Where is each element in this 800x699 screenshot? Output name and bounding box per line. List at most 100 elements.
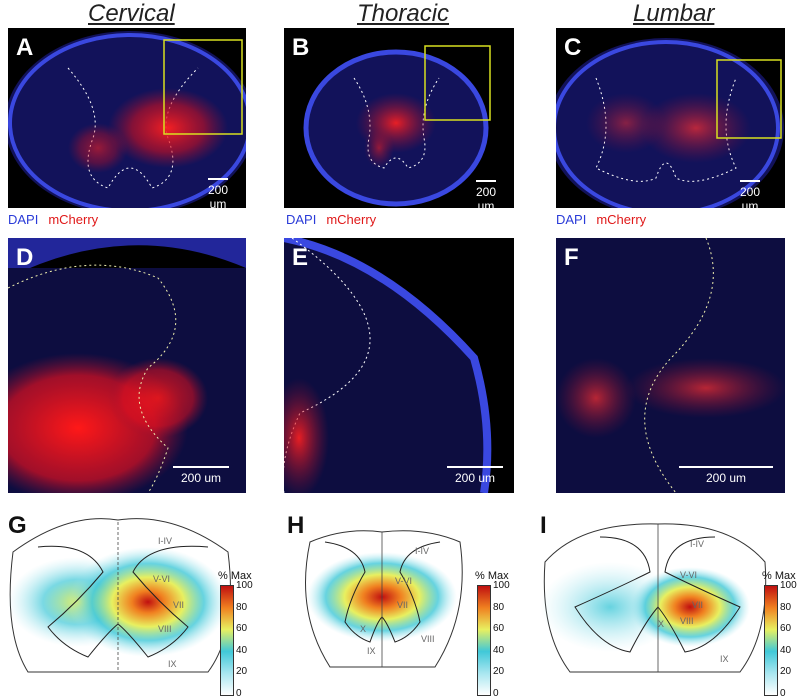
- legend-dapi: DAPI: [286, 212, 317, 227]
- panel-label-i: I: [540, 512, 547, 539]
- legend-a: DAPI mCherry: [8, 212, 98, 227]
- lamina-label: V-VI: [680, 570, 697, 580]
- region-title-thoracic: Thoracic: [357, 0, 450, 27]
- panel-label-c: C: [564, 34, 582, 61]
- colorbar-tick: 100: [780, 580, 797, 591]
- scale-bar-line: [679, 466, 773, 468]
- lamina-label: VIII: [158, 624, 172, 634]
- panel-label-g: G: [8, 512, 27, 539]
- scale-bar-line: [173, 466, 229, 468]
- colorbar-tick: 0: [236, 688, 242, 699]
- panel-label-d: D: [16, 244, 34, 271]
- roi-box: [424, 45, 491, 121]
- colorbar-tick: 80: [493, 602, 505, 613]
- legend-mcherry: mCherry: [326, 212, 377, 227]
- colorbar-gradient: [764, 585, 778, 696]
- panel-label-e: E: [292, 244, 309, 271]
- lamina-label: I-IV: [415, 546, 429, 556]
- colorbar-title: % Max: [475, 570, 509, 582]
- micrograph-thoracic-overview: B 200 um: [284, 28, 514, 208]
- colorbar-tick: 20: [236, 666, 248, 677]
- legend-dapi: DAPI: [556, 212, 587, 227]
- micrograph-lumbar-zoom: F 200 um: [556, 238, 785, 493]
- panel-label-b: B: [292, 34, 310, 61]
- colorbar-tick: 0: [780, 688, 786, 699]
- colorbar-tick: 60: [493, 623, 505, 634]
- legend-mcherry: mCherry: [48, 212, 99, 227]
- scale-bar-b: 200 um: [466, 180, 506, 208]
- scale-bar-label: 200 um: [705, 471, 747, 485]
- scale-bar-label: 200 um: [180, 471, 222, 485]
- colorbar-tick: 100: [493, 580, 510, 591]
- colorbar-title: % Max: [218, 570, 252, 582]
- micrograph-thoracic-zoom: E 200 um: [284, 238, 514, 493]
- lamina-label: I-IV: [690, 539, 704, 549]
- colorbar-gradient: [477, 585, 491, 696]
- scale-bar-f: 200 um: [676, 466, 776, 485]
- roi-box: [716, 59, 782, 139]
- colorbar-tick: 20: [780, 666, 792, 677]
- scale-bar-line: [208, 178, 228, 180]
- colorbar-tick: 100: [236, 580, 253, 591]
- lamina-label: X: [360, 624, 366, 634]
- colorbar-tick: 20: [493, 666, 505, 677]
- scale-bar-label: 200 um: [454, 471, 496, 485]
- colorbar-gradient: [220, 585, 234, 696]
- lamina-label: X: [658, 619, 664, 629]
- heatmap-thoracic-drawing: I-IV V-VI VII VIII X IX: [305, 530, 463, 668]
- lamina-label: IX: [367, 646, 376, 656]
- legend-b: DAPI mCherry: [286, 212, 376, 227]
- heatmap-cervical-drawing: I-IV V-VI VII VIII IX: [8, 518, 231, 673]
- lamina-label: VII: [173, 600, 184, 610]
- colorbar-tick: 80: [236, 602, 248, 613]
- colorbar-tick: 40: [493, 645, 505, 656]
- scale-bar-c: 200 um: [730, 180, 770, 208]
- lumbar-section-drawing: [556, 38, 784, 208]
- region-title-cervical: Cervical: [88, 0, 175, 27]
- panel-label-f: F: [564, 244, 579, 271]
- scale-bar-line: [476, 180, 496, 182]
- scale-bar-a: 200 um: [198, 178, 238, 208]
- lamina-label: VIII: [421, 634, 435, 644]
- scale-bar-line: [447, 466, 503, 468]
- panel-label-h: H: [287, 512, 305, 539]
- scale-bar-label: 200 um: [207, 183, 229, 208]
- scale-bar-e: 200 um: [444, 466, 506, 485]
- heatmap-lumbar: I-IV V-VI VII VIII X IX I: [540, 512, 768, 682]
- micrograph-lumbar-overview: C 200 um: [556, 28, 785, 208]
- lamina-label: IX: [720, 654, 729, 664]
- panel-label-a: A: [16, 34, 34, 61]
- lamina-label: IX: [168, 659, 177, 669]
- colorbar-tick: 40: [236, 645, 248, 656]
- lamina-label: VII: [692, 600, 703, 610]
- thoracic-section-drawing: [303, 45, 491, 207]
- legend-dapi: DAPI: [8, 212, 39, 227]
- heatmap-lumbar-drawing: I-IV V-VI VII VIII X IX: [540, 523, 767, 673]
- lamina-label: V-VI: [153, 574, 170, 584]
- thoracic-zoom-drawing: [284, 238, 514, 493]
- lamina-label: I-IV: [158, 536, 172, 546]
- lumbar-zoom-drawing: [556, 238, 785, 493]
- colorbar-tick: 0: [493, 688, 499, 699]
- legend-c: DAPI mCherry: [556, 212, 646, 227]
- heatmap-thoracic: I-IV V-VI VII VIII X IX H: [285, 512, 480, 682]
- legend-mcherry: mCherry: [596, 212, 647, 227]
- scale-bar-label: 200 um: [475, 185, 497, 208]
- micrograph-cervical-overview: A 200 um: [8, 28, 246, 208]
- cervical-zoom-drawing: [8, 238, 246, 493]
- colorbar-title: % Max: [762, 570, 796, 582]
- scale-bar-d: 200 um: [168, 466, 234, 485]
- region-title-lumbar: Lumbar: [633, 0, 715, 27]
- scale-bar-label: 200 um: [739, 185, 761, 208]
- colorbar-tick: 60: [780, 623, 792, 634]
- heatmap-cervical: I-IV V-VI VII VIII IX G: [8, 512, 236, 682]
- micrograph-cervical-zoom: D 200 um: [8, 238, 246, 493]
- lamina-label: VIII: [680, 616, 694, 626]
- colorbar-tick: 80: [780, 602, 792, 613]
- scale-bar-line: [740, 180, 760, 182]
- roi-box: [163, 39, 243, 135]
- cervical-section-drawing: [8, 31, 246, 208]
- colorbar-tick: 60: [236, 623, 248, 634]
- colorbar-tick: 40: [780, 645, 792, 656]
- lamina-label: V-VI: [395, 576, 412, 586]
